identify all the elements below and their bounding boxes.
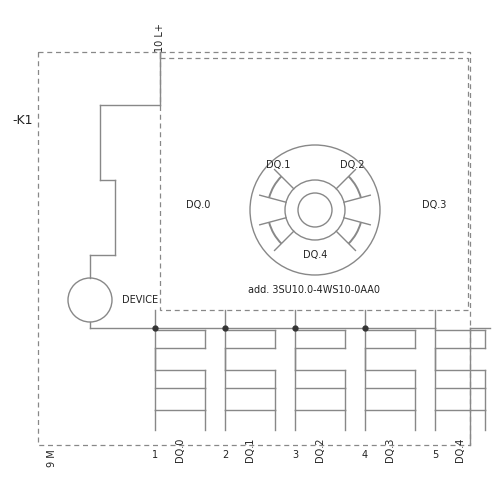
Text: DQ.1: DQ.1: [266, 160, 290, 170]
Text: DEVICE: DEVICE: [122, 295, 158, 305]
Text: 9 M: 9 M: [47, 449, 57, 467]
Text: DQ.1: DQ.1: [245, 438, 255, 462]
Text: 1: 1: [152, 450, 158, 460]
Text: 5: 5: [432, 450, 438, 460]
Bar: [38, 52, 470, 445]
Text: DQ.0: DQ.0: [175, 438, 185, 462]
Text: 10 L+: 10 L+: [155, 24, 165, 52]
Text: 2: 2: [222, 450, 228, 460]
Text: DQ.3: DQ.3: [422, 200, 446, 210]
Text: DQ.3: DQ.3: [385, 438, 395, 462]
Text: -K1: -K1: [12, 114, 33, 126]
Text: add. 3SU10.0-4WS10-0AA0: add. 3SU10.0-4WS10-0AA0: [248, 285, 380, 295]
Text: DQ.2: DQ.2: [315, 438, 325, 462]
Text: DQ.4: DQ.4: [303, 250, 327, 260]
Text: DQ.4: DQ.4: [455, 438, 465, 462]
Text: 4: 4: [362, 450, 368, 460]
Text: DQ.2: DQ.2: [340, 160, 364, 170]
Text: 3: 3: [292, 450, 298, 460]
Bar: [160, 58, 468, 310]
Text: DQ.0: DQ.0: [186, 200, 210, 210]
